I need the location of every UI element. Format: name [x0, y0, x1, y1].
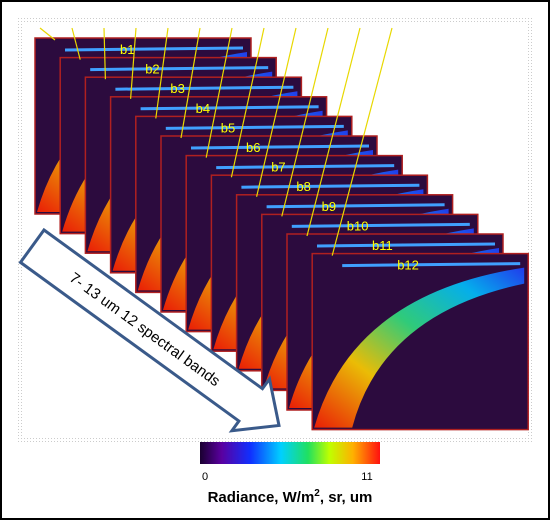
- colorbar-label: Radiance, W/m2, sr, um: [208, 488, 373, 506]
- band-label: b1: [120, 42, 134, 57]
- frame-stripe: [166, 126, 344, 128]
- frame-stripe: [292, 224, 470, 226]
- label-main: Radiance, W/m: [208, 489, 315, 506]
- colorbar-min: 0: [202, 471, 208, 483]
- band-label: b10: [347, 218, 369, 233]
- frame-stripe: [317, 244, 495, 246]
- frame-stripe: [141, 107, 319, 109]
- frame-stripe: [115, 87, 293, 89]
- frame-stripe: [90, 68, 268, 70]
- colorbar: [200, 442, 380, 464]
- band-label: b5: [221, 120, 235, 135]
- band-label: b8: [296, 179, 310, 194]
- frame-stripe: [342, 264, 520, 266]
- colorbar-max: 11: [361, 471, 372, 483]
- frame-stripe: [216, 166, 394, 168]
- label-rest: , sr, um: [320, 489, 373, 506]
- band-label: b2: [145, 62, 159, 77]
- band-label: b4: [196, 101, 210, 116]
- band-label: b7: [271, 160, 285, 175]
- frame: [312, 254, 528, 430]
- figure: b1b2b3b4b5b6b7b8b9b10b11b12 7- 13 um 12 …: [0, 0, 550, 520]
- band-label: b6: [246, 140, 260, 155]
- frame-stripe: [65, 48, 243, 50]
- band-label: b9: [322, 199, 336, 214]
- frame-stripe: [267, 205, 445, 207]
- band-label: b3: [170, 81, 184, 96]
- frame-stripe: [191, 146, 369, 148]
- band-label: b11: [372, 238, 393, 253]
- band-label: b12: [397, 258, 419, 273]
- frame-stripe: [241, 185, 419, 187]
